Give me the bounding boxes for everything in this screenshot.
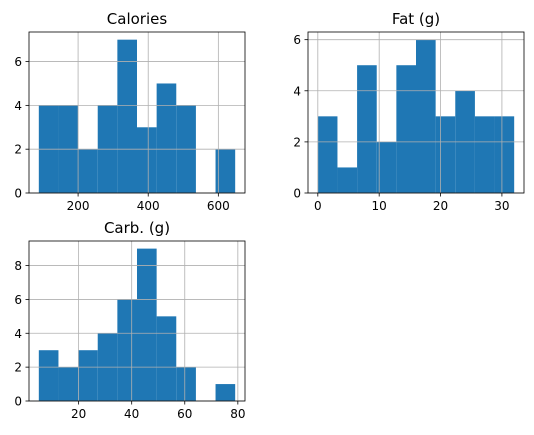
fat-bar-1 [337,167,358,193]
carb-bar-6 [156,316,177,401]
calories-xtick-label-1: 400 [137,199,160,213]
fat-bar-3 [376,141,397,193]
calories-bar-2 [78,149,98,193]
fat-ytick-label-0: 0 [293,187,301,201]
fat-ytick-label-3: 6 [293,33,301,47]
calories-bar-5 [137,127,157,193]
calories-ytick-label-2: 4 [14,99,22,113]
calories-ticks: 200 400 600 0 2 4 6 [14,55,229,213]
fat-bar-8 [474,116,495,193]
calories-bars [38,39,236,193]
carb-ytick-label-1: 2 [14,361,22,375]
fat-xtick-label-0: 0 [314,199,322,213]
calories-bar-6 [156,83,177,193]
carb-bar-9 [215,384,236,401]
calories-ytick-label-1: 2 [14,143,22,157]
carb-ytick-label-4: 8 [14,259,22,273]
carb-bar-0 [38,350,59,401]
fat-bar-4 [396,65,416,193]
carb-bar-5 [137,248,157,401]
carb-bars [38,248,236,401]
carb-xtick-label-3: 80 [230,407,245,421]
fat-xtick-label-2: 20 [433,199,448,213]
carb-xtick-label-2: 60 [177,407,192,421]
fat-ytick-label-1: 2 [293,135,301,149]
fat-bar-6 [435,116,456,193]
calories-xtick-label-2: 600 [207,199,230,213]
fat-ticks: 0 10 20 30 0 2 4 6 [293,33,509,213]
calories-ytick-label-3: 6 [14,55,22,69]
carb-title: Carb. (g) [104,219,170,237]
carb-xtick-label-1: 40 [124,407,139,421]
calories-title: Calories [107,10,168,28]
calories-grid [29,32,245,194]
carb-bar-2 [78,350,98,401]
carb-ticks: 20 40 60 80 0 2 4 6 8 [14,259,245,421]
fat-bar-5 [416,39,436,193]
subplot-carb: Carb. (g) 20 40 60 80 0 2 4 6 8 [14,219,245,421]
subplot-calories: Calories 200 400 600 0 2 4 6 [14,10,246,213]
calories-bar-9 [215,149,236,193]
carb-bar-1 [58,367,79,401]
calories-ytick-label-0: 0 [14,187,22,201]
carb-grid [29,241,245,402]
fat-xtick-label-3: 30 [494,199,509,213]
fat-bar-2 [357,65,377,193]
calories-bar-4 [117,39,137,193]
subplot-fat: Fat (g) 0 10 20 30 0 2 4 6 [293,10,525,213]
carb-bar-4 [117,299,137,401]
fat-ytick-label-2: 4 [293,84,301,98]
fat-bar-0 [317,116,338,193]
carb-ytick-label-0: 0 [14,395,22,409]
calories-xtick-label-0: 200 [67,199,90,213]
carb-xtick-label-0: 20 [71,407,86,421]
fat-bars [317,39,515,193]
fat-xtick-label-1: 10 [372,199,387,213]
carb-axes-frame [28,240,246,402]
carb-ytick-label-2: 4 [14,327,22,341]
fat-title: Fat (g) [392,10,440,28]
fat-bar-9 [494,116,515,193]
fat-axes-frame [307,31,525,194]
carb-bar-7 [176,367,196,401]
calories-axes-frame [28,31,246,194]
carb-ytick-label-3: 6 [14,293,22,307]
